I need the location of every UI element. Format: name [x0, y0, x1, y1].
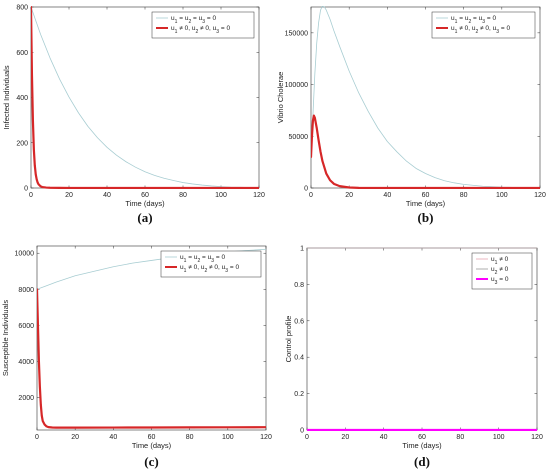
x-tick-label: 20 [65, 192, 73, 199]
legend-entry: u3 = 0 [491, 276, 509, 286]
x-tick-label: 40 [109, 434, 117, 441]
series-line-1 [31, 6, 259, 189]
y-tick-label: 0 [300, 428, 304, 435]
x-axis-label: Time (days) [125, 199, 165, 208]
x-axis-label: Time (days) [402, 441, 442, 450]
y-tick-label: 10000 [15, 251, 35, 258]
x-tick-label: 100 [222, 434, 234, 441]
x-tick-label: 120 [260, 434, 272, 441]
legend-entry: u2 ≠ 0 [491, 266, 509, 276]
legend-entry: u1 ≠ 0, u2 ≠ 0, u3 = 0 [180, 264, 239, 274]
series-line-2 [37, 288, 266, 429]
y-tick-label: 2000 [18, 395, 34, 402]
x-tick-label: 80 [460, 192, 468, 199]
y-axis-label: Infected Individuals [2, 65, 11, 129]
x-axis-label: Time (days) [132, 441, 172, 450]
legend-entry: u1 = u2 = u3 = 0 [171, 15, 216, 25]
y-tick-label: 0 [24, 186, 28, 193]
legend-entry: u1 = u2 = u3 = 0 [180, 254, 225, 264]
y-tick-label: 150000 [285, 30, 308, 37]
chart-panel-b: 0 20 40 60 80 100 120 0 50000 100000 150000 Time (d… [276, 6, 546, 225]
x-tick-label: 60 [141, 192, 149, 199]
series-line-1 [311, 6, 540, 189]
series-line-2 [31, 6, 259, 189]
x-tick-label: 0 [35, 434, 39, 441]
legend-box [160, 250, 262, 278]
y-tick-label: 800 [16, 5, 28, 12]
x-axis-label: Time (days) [406, 199, 446, 208]
y-tick-label: 600 [16, 50, 28, 57]
y-axis-label: Control profile [284, 316, 293, 363]
y-axis-label: Susceptible Individuals [1, 300, 10, 377]
chart-panel-d: 0 20 40 60 80 100 120 0 0.2 0.4 0.6 0.8 1 Time (days)… [284, 246, 543, 470]
series-group [307, 247, 537, 431]
legend-entry: u1 ≠ 0, u2 ≠ 0, u3 = 0 [171, 25, 230, 35]
x-tick-label: 100 [215, 192, 227, 199]
x-tick-label: 40 [383, 192, 391, 199]
series-group [31, 6, 259, 189]
x-tick-label: 60 [418, 434, 426, 441]
panel-label: (c) [144, 454, 158, 469]
x-tick-label: 80 [186, 434, 194, 441]
y-tick-label: 6000 [18, 323, 34, 330]
legend-box [431, 11, 536, 39]
x-tick-label: 60 [422, 192, 430, 199]
y-tick-label: 0.4 [294, 355, 304, 362]
y-tick-label: 400 [16, 95, 28, 102]
y-tick-label: 0.6 [294, 318, 304, 325]
series-group [311, 6, 540, 189]
y-tick-label: 50000 [289, 134, 309, 141]
y-tick-label: 8000 [18, 287, 34, 294]
series-line-2 [311, 114, 540, 189]
x-tick-label: 0 [309, 192, 313, 199]
x-tick-label: 100 [493, 434, 505, 441]
y-tick-label: 0.2 [294, 391, 304, 398]
panel-label: (b) [418, 210, 434, 225]
y-tick-label: 0 [304, 186, 308, 193]
x-tick-label: 0 [29, 192, 33, 199]
x-tick-label: 60 [148, 434, 156, 441]
panel-label: (d) [414, 454, 430, 469]
x-tick-label: 20 [71, 434, 79, 441]
legend: u1 ≠ 0u2 ≠ 0u3 = 0 [471, 252, 533, 290]
x-tick-label: 120 [253, 192, 265, 199]
x-tick-label: 120 [531, 434, 543, 441]
legend-entry: u1 = u2 = u3 = 0 [451, 15, 496, 25]
x-tick-label: 120 [534, 192, 546, 199]
x-tick-label: 80 [456, 434, 464, 441]
y-tick-label: 100000 [285, 82, 308, 89]
legend-entry: u1 ≠ 0, u2 ≠ 0, u3 = 0 [451, 25, 510, 35]
x-tick-label: 20 [341, 434, 349, 441]
y-tick-label: 200 [16, 140, 28, 147]
x-tick-label: 80 [179, 192, 187, 199]
x-tick-label: 40 [380, 434, 388, 441]
chart-panel-c: 0 20 40 60 80 100 120 2000 4000 6000 8000 10000 Time… [1, 245, 272, 469]
y-axis-label: Vibrio Cholerae [276, 72, 285, 124]
x-tick-label: 100 [496, 192, 508, 199]
legend: u1 = u2 = u3 = 0u1 ≠ 0, u2 ≠ 0, u3 = 0 [160, 250, 262, 278]
legend: u1 = u2 = u3 = 0u1 ≠ 0, u2 ≠ 0, u3 = 0 [151, 11, 255, 39]
y-tick-label: 4000 [18, 359, 34, 366]
panel-label: (a) [137, 210, 152, 225]
y-tick-label: 0.8 [294, 282, 304, 289]
y-tick-label: 1 [300, 246, 304, 253]
x-tick-label: 0 [305, 434, 309, 441]
legend: u1 = u2 = u3 = 0u1 ≠ 0, u2 ≠ 0, u3 = 0 [431, 11, 536, 39]
x-tick-label: 40 [103, 192, 111, 199]
legend-box [151, 11, 255, 39]
x-tick-label: 20 [345, 192, 353, 199]
chart-panel-a: 0 20 40 60 80 100 120 0 200 400 600 800 Time (days) I… [2, 5, 265, 226]
legend-entry: u1 ≠ 0 [491, 256, 509, 266]
